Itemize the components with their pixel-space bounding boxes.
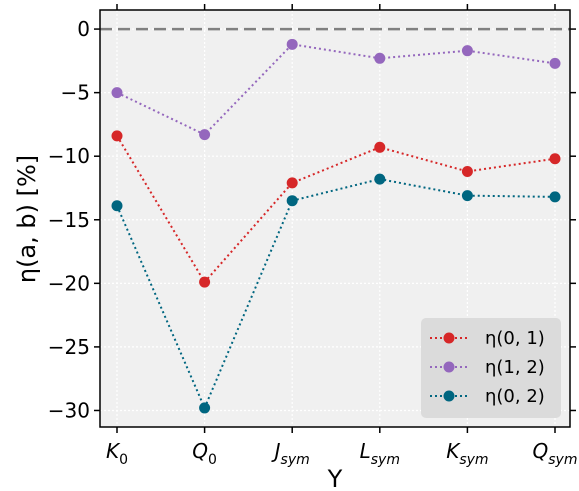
data-point-1-4 <box>461 45 473 57</box>
legend-label-1: η(1, 2) <box>485 357 545 378</box>
y-tick-label-4: −20 <box>48 271 90 295</box>
data-point-0-3 <box>374 141 386 153</box>
y-tick-label-5: −25 <box>48 335 90 359</box>
data-point-1-3 <box>374 52 386 64</box>
data-point-2-5 <box>549 191 561 203</box>
y-tick-label-0: 0 <box>77 17 90 41</box>
legend-label-2: η(0, 2) <box>485 386 545 407</box>
x-axis-label: Y <box>327 465 343 491</box>
y-axis-label: η(a, b) [%] <box>13 155 41 283</box>
series-line-1 <box>116 43 556 136</box>
plot-frame <box>99 9 571 428</box>
data-point-1-0 <box>111 87 123 99</box>
legend-marker-2 <box>443 390 455 402</box>
data-point-2-2 <box>286 195 298 207</box>
x-tick-label-2: Jsym <box>271 439 310 468</box>
grid <box>100 10 570 427</box>
series-line-2 <box>116 178 556 411</box>
legend-marker-1 <box>443 361 455 373</box>
data-point-2-0 <box>111 200 123 212</box>
data-point-2-3 <box>374 173 386 185</box>
data-point-0-2 <box>286 177 298 189</box>
series-0 <box>111 130 561 288</box>
y-tick-label-3: −15 <box>48 208 90 232</box>
legend-label-0: η(0, 1) <box>485 328 545 349</box>
x-tick-label-1: Q0 <box>192 439 217 468</box>
data-point-1-2 <box>286 38 298 50</box>
data-point-2-1 <box>199 402 211 414</box>
series-layer <box>111 38 561 414</box>
x-tick-label-5: Qsym <box>533 439 578 468</box>
y-tick-label-6: −30 <box>48 398 90 422</box>
y-tick-label-2: −10 <box>48 144 90 168</box>
legend: η(0, 1) η(1, 2) η(0, 2) <box>421 318 561 418</box>
data-point-1-5 <box>549 57 561 69</box>
data-point-0-0 <box>111 130 123 142</box>
x-tick-label-3: Lsym <box>360 439 400 468</box>
data-point-0-4 <box>461 165 473 177</box>
x-tick-label-0: K0 <box>106 439 128 468</box>
legend-marker-0 <box>443 332 455 344</box>
data-point-0-5 <box>549 153 561 165</box>
series-2 <box>111 173 561 414</box>
x-tick-label-4: Ksym <box>446 439 488 468</box>
x-axis: K0 Q0 Jsym Lsym Ksym Qsym <box>106 4 578 468</box>
series-line-0 <box>116 135 556 284</box>
legend-box <box>421 318 561 418</box>
data-point-2-4 <box>461 190 473 202</box>
series-1 <box>111 38 561 141</box>
y-axis: 0 −5 −10 −15 −20 −25 −30 <box>48 17 576 422</box>
data-point-0-1 <box>199 276 211 288</box>
data-point-1-1 <box>199 129 211 141</box>
y-tick-label-1: −5 <box>61 81 90 105</box>
